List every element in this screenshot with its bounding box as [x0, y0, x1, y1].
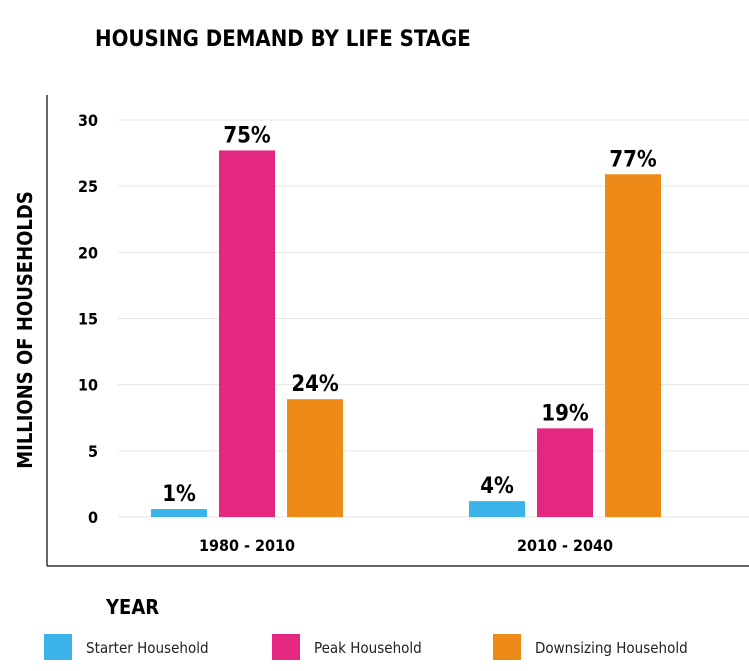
x-axis-title: YEAR: [105, 595, 159, 619]
y-tick-label: 20: [78, 243, 98, 262]
data-label: 24%: [291, 372, 339, 397]
y-tick-label: 10: [78, 376, 98, 395]
bar: [287, 399, 343, 517]
data-label: 77%: [609, 147, 657, 172]
y-tick-label: 30: [78, 111, 98, 130]
chart-title: HOUSING DEMAND BY LIFE STAGE: [95, 27, 471, 52]
data-label: 19%: [541, 401, 589, 426]
category-labels: 1980 - 2010 2010 - 2040: [199, 536, 613, 555]
bar: [605, 174, 661, 518]
bar: [469, 501, 525, 517]
bar: [151, 509, 207, 517]
y-tick-label: 5: [88, 442, 98, 461]
legend-label: Peak Household: [314, 639, 422, 657]
y-axis-title: MILLIONS OF HOUSEHOLDS: [13, 191, 37, 469]
y-tick-label: 0: [88, 508, 98, 527]
legend-label: Starter Household: [86, 639, 209, 657]
category-label: 2010 - 2040: [517, 536, 613, 555]
legend-swatch: [44, 634, 72, 660]
bar: [537, 428, 593, 517]
data-label: 75%: [223, 123, 271, 148]
y-tick-label: 25: [78, 177, 98, 196]
legend-label: Downsizing Household: [535, 639, 688, 657]
y-tick-label: 15: [78, 310, 98, 329]
legend-swatch: [272, 634, 300, 660]
bar: [219, 150, 275, 518]
bars: [151, 150, 661, 518]
y-tick-labels: 0 5 10 15 20 25 30: [78, 111, 98, 527]
legend: Starter Household Peak Household Downsizin…: [44, 634, 688, 660]
legend-swatch: [493, 634, 521, 660]
data-label: 4%: [480, 474, 514, 499]
data-label: 1%: [162, 482, 196, 507]
category-label: 1980 - 2010: [199, 536, 295, 555]
data-labels: 1% 4% 75% 19% 24% 77%: [162, 123, 657, 507]
